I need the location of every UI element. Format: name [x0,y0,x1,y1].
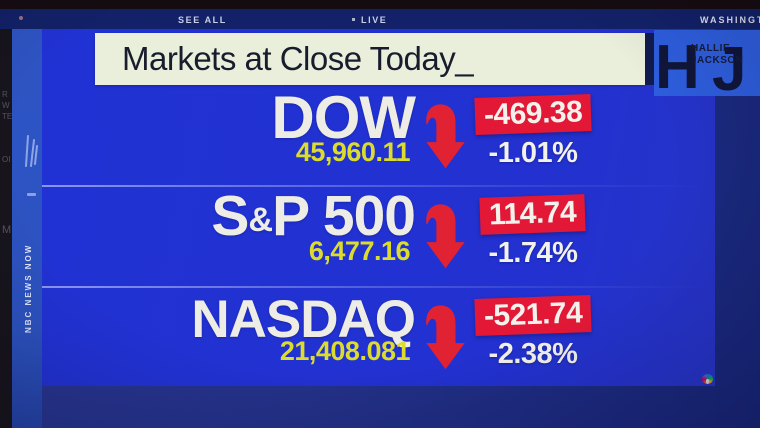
index-value: 45,960.11 [295,137,411,167]
markets-panel [42,29,715,386]
top-bezel [0,0,760,9]
see-all-button[interactable]: SEE ALL [178,15,227,25]
percent-change: -1.01% [488,137,578,169]
change-badge: -521.74 [474,294,592,337]
change-column: 114.74 -1.74% [468,194,598,270]
percent-change: -1.74% [488,237,578,269]
network-rail [12,29,42,428]
screen-edge-bezel: R W TE OI M. [0,29,15,428]
nbc-peacock-icon [702,374,713,384]
logo-letter-h: H [655,33,700,97]
bezel-reflection-text: M. [2,224,15,236]
market-row-dow: DOW 45,960.11 -469.38 -1.01% [0,88,760,186]
live-indicator: LIVE [352,15,387,25]
change-badge: 114.74 [479,194,587,235]
panel-title: Markets at Close Today_ [122,40,474,77]
index-value: 6,477.16 [308,236,411,266]
index-name: DOW [271,84,416,151]
logo-letter-j: J [712,35,747,97]
location-label: WASHINGTON [700,15,760,25]
live-dot-icon [352,18,355,21]
panel-title-bar: Markets at Close Today_ [95,33,645,85]
top-nav-bar: SEE ALL LIVE WASHINGTON [0,9,760,29]
bezel-reflection-text: W [2,101,10,110]
host-name: HALLIE JACKSON [691,43,743,67]
bezel-reflection-text: OI [2,155,11,164]
market-row-nasdaq: NASDAQ 21,408.081 -521.74 -2.38% [0,289,760,387]
index-name: NASDAQ [191,290,416,349]
live-label: LIVE [361,15,388,25]
index-value: 21,408.081 [279,336,411,366]
host-first-name: HALLIE [691,43,731,54]
rail-dash-icon [27,193,36,196]
host-last-name: JACKSON [691,55,744,66]
change-badge: -469.38 [474,93,592,136]
bezel-reflection-text: TE [2,112,13,121]
market-row-sp500: S&P 500 6,477.16 114.74 -1.74% [0,188,760,286]
row-divider [42,185,702,187]
bezel-reflection-text: R [2,90,8,99]
title-bar-notch [645,33,654,85]
status-dot-icon [19,16,23,20]
percent-change: -2.38% [488,338,578,370]
down-arrow-icon [426,104,465,169]
change-column: -469.38 -1.01% [468,93,598,170]
change-column: -521.74 -2.38% [468,294,598,371]
row-divider [42,286,702,288]
show-logo: H J HALLIE JACKSON [654,30,760,96]
down-arrow-icon [426,305,465,370]
index-name: S&P 500 [211,184,416,248]
peacock-feathers-icon [25,135,38,167]
down-arrow-icon [426,204,465,269]
